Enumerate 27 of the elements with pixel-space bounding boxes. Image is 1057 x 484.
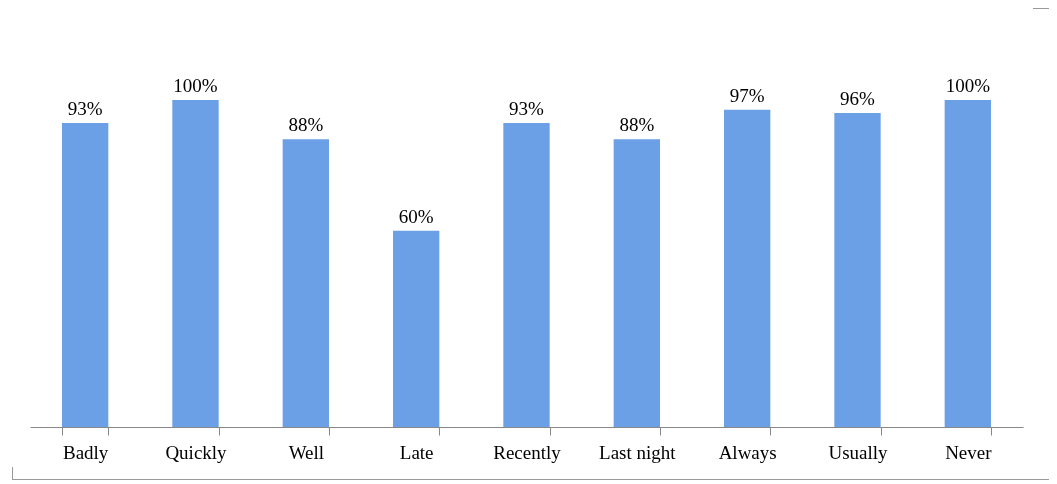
x-tick-label: Never — [945, 441, 993, 463]
x-tick-label: Last night — [599, 441, 677, 463]
bar — [393, 230, 440, 427]
bar — [724, 109, 771, 427]
data-label: 93% — [509, 97, 545, 119]
x-tick-label: Always — [718, 441, 777, 463]
x-tick-label: Usually — [828, 441, 889, 463]
data-label: 100% — [173, 75, 218, 96]
bar — [944, 100, 991, 427]
data-label: 60% — [398, 205, 434, 227]
bar — [613, 139, 660, 427]
bar — [503, 122, 550, 427]
x-tick-label: Quickly — [165, 441, 228, 463]
data-label: 96% — [840, 88, 876, 110]
bar — [282, 139, 329, 427]
data-label: 88% — [619, 114, 655, 136]
x-tick-label: Well — [288, 441, 325, 463]
x-tick-label: Recently — [493, 441, 562, 463]
bar — [834, 113, 881, 427]
bar — [62, 122, 109, 427]
data-label: 93% — [67, 97, 103, 119]
bar — [172, 100, 219, 427]
data-label: 88% — [288, 114, 324, 136]
x-tick-label: Late — [399, 441, 434, 463]
data-label: 97% — [729, 84, 765, 106]
x-tick-label: Badly — [62, 441, 109, 463]
data-label: 100% — [945, 75, 991, 96]
